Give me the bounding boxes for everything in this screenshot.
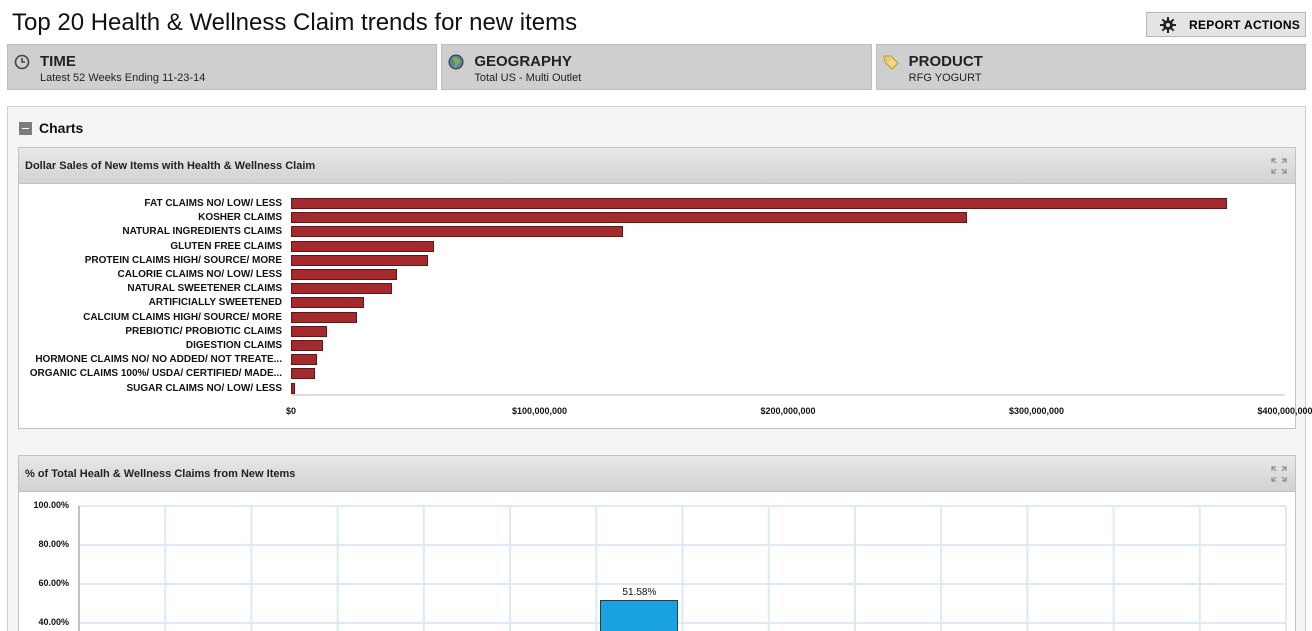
bar-category-label: CALORIE CLAIMS NO/ LOW/ LESS bbox=[117, 269, 282, 280]
bar[interactable] bbox=[291, 283, 392, 295]
collapse-icon[interactable] bbox=[19, 121, 32, 135]
y-tick-label: 60.00% bbox=[38, 578, 69, 588]
bar-category-label: DIGESTION CLAIMS bbox=[185, 340, 282, 351]
percent-claims-chart-panel: % of Total Healh & Wellness Claims from … bbox=[18, 455, 1296, 631]
bar[interactable] bbox=[291, 269, 397, 280]
bar[interactable] bbox=[291, 325, 328, 337]
bar[interactable] bbox=[291, 254, 428, 266]
expand-icon[interactable] bbox=[1271, 466, 1287, 482]
globe-icon bbox=[448, 54, 464, 70]
filter-product[interactable]: PRODUCT RFG YOGURT bbox=[875, 44, 1306, 90]
bar-category-label: GLUTEN FREE CLAIMS bbox=[170, 240, 282, 252]
bar[interactable] bbox=[291, 198, 1227, 209]
bar[interactable] bbox=[291, 311, 357, 323]
bar-category-label: PROTEIN CLAIMS HIGH/ SOURCE/ MORE bbox=[84, 254, 282, 266]
y-tick-label: 100.00% bbox=[33, 500, 69, 510]
report-actions-button[interactable]: REPORT ACTIONS bbox=[1146, 12, 1306, 37]
bar-category-label: HORMONE CLAIMS NO/ NO ADDED/ NOT TREATE.… bbox=[35, 354, 282, 366]
charts-section: Charts Dollar Sales of New Items with He… bbox=[7, 106, 1312, 631]
filter-time[interactable]: TIME Latest 52 Weeks Ending 11-23-14 bbox=[7, 44, 438, 90]
x-tick-label: $200,000,000 bbox=[760, 406, 816, 416]
expand-icon[interactable] bbox=[1271, 158, 1287, 174]
x-tick-label: $0 bbox=[285, 406, 297, 416]
column-bar[interactable] bbox=[600, 600, 679, 631]
bar-category-label: CALCIUM CLAIMS HIGH/ SOURCE/ MORE bbox=[83, 311, 282, 323]
bar-chart-axis bbox=[291, 394, 1285, 396]
filter-geography[interactable]: GEOGRAPHY Total US - Multi Outlet bbox=[441, 44, 872, 90]
filter-geography-heading: GEOGRAPHY bbox=[474, 53, 572, 70]
y-tick-label: 40.00% bbox=[38, 617, 69, 627]
bar-category-label: FAT CLAIMS NO/ LOW/ LESS bbox=[144, 198, 282, 209]
column-chart-grid bbox=[78, 505, 1287, 631]
dollar-sales-chart-panel: Dollar Sales of New Items with Health & … bbox=[18, 147, 1312, 429]
percent-claims-chart-title: % of Total Healh & Wellness Claims from … bbox=[25, 468, 296, 480]
x-tick-label: $100,000,000 bbox=[511, 406, 568, 416]
bar-category-label: NATURAL INGREDIENTS CLAIMS bbox=[122, 226, 282, 238]
dollar-sales-chart-header: Dollar Sales of New Items with Health & … bbox=[19, 148, 1295, 184]
bar[interactable] bbox=[291, 212, 967, 224]
bar-category-label: KOSHER CLAIMS bbox=[198, 212, 282, 224]
page-title: Top 20 Health & Wellness Claim trends fo… bbox=[12, 9, 578, 36]
clock-icon bbox=[14, 54, 30, 70]
x-tick-label: $400,000,000 bbox=[1257, 406, 1312, 416]
gear-icon bbox=[1157, 14, 1179, 36]
dollar-sales-chart-title: Dollar Sales of New Items with Health & … bbox=[25, 160, 316, 172]
charts-section-header[interactable]: Charts bbox=[19, 120, 83, 136]
bar[interactable] bbox=[291, 382, 296, 394]
bar-category-label: PREBIOTIC/ PROBIOTIC CLAIMS bbox=[125, 325, 282, 337]
charts-section-label: Charts bbox=[39, 120, 84, 136]
bar[interactable] bbox=[291, 297, 365, 309]
percent-claims-chart-header: % of Total Healh & Wellness Claims from … bbox=[19, 456, 1295, 492]
column-data-label: 51.58% bbox=[622, 587, 657, 599]
bar-category-label: NATURAL SWEETENER CLAIMS bbox=[127, 283, 282, 295]
filter-time-heading: TIME bbox=[40, 53, 76, 70]
bar-category-label: ORGANIC CLAIMS 100%/ USDA/ CERTIFIED/ MA… bbox=[29, 368, 282, 380]
bar[interactable] bbox=[291, 354, 318, 366]
filter-product-value: RFG YOGURT bbox=[908, 72, 982, 84]
y-tick-label: 80.00% bbox=[38, 539, 69, 549]
filter-product-heading: PRODUCT bbox=[908, 53, 983, 70]
percent-claims-column-chart: 100.00% 80.00% 60.00% 40.00% 51.58% bbox=[19, 492, 1297, 631]
bar[interactable] bbox=[291, 368, 315, 380]
dollar-sales-bar-chart: FAT CLAIMS NO/ LOW/ LESS KOSHER CLAIMS NAT… bbox=[19, 184, 1312, 428]
bar[interactable] bbox=[291, 240, 434, 252]
bar-category-label: ARTIFICIALLY SWEETENED bbox=[148, 297, 282, 309]
filter-time-value: Latest 52 Weeks Ending 11-23-14 bbox=[40, 72, 206, 84]
filter-bar: TIME Latest 52 Weeks Ending 11-23-14 GEO… bbox=[7, 44, 1306, 90]
bar[interactable] bbox=[291, 340, 324, 351]
bar-category-label: SUGAR CLAIMS NO/ LOW/ LESS bbox=[126, 382, 282, 394]
filter-geography-value: Total US - Multi Outlet bbox=[474, 72, 582, 84]
bar[interactable] bbox=[291, 226, 623, 238]
tag-icon bbox=[883, 54, 899, 70]
x-tick-label: $300,000,000 bbox=[1008, 406, 1065, 416]
report-actions-label: REPORT ACTIONS bbox=[1189, 17, 1301, 32]
